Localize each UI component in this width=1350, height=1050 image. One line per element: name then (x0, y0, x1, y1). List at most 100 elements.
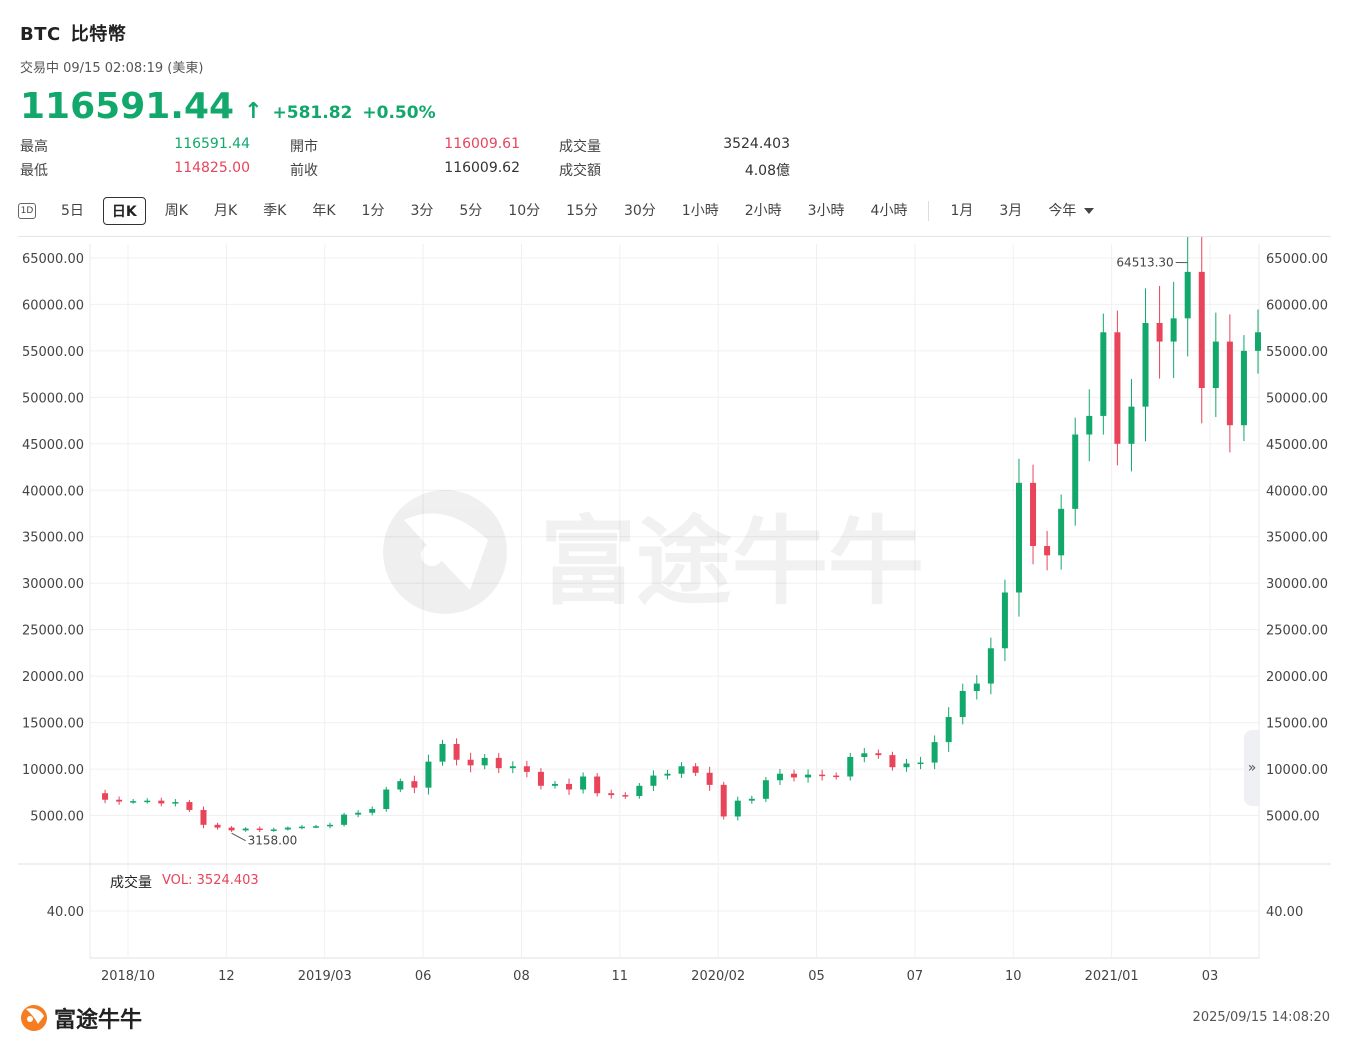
tab-monthly-k[interactable]: 月K (213, 203, 238, 219)
tab-3min[interactable]: 3分 (410, 203, 434, 219)
candle-body (284, 827, 291, 830)
x-tick-label: 2020/02 (691, 969, 745, 984)
vol-tick-left: 40.00 (47, 905, 84, 920)
vol-tick-right: 40.00 (1266, 905, 1303, 920)
candle-body (664, 773, 671, 776)
y-tick-label-left: 35000.00 (22, 531, 84, 546)
candle-body (116, 799, 123, 802)
candle-body (1156, 322, 1163, 342)
candle-body (1086, 415, 1093, 435)
tab-1min[interactable]: 1分 (361, 203, 385, 219)
candle-body (312, 826, 319, 828)
y-tick-label-right: 35000.00 (1266, 531, 1328, 546)
footer-timestamp: 2025/09/15 14:08:20 (1192, 1010, 1330, 1025)
candle-body (861, 753, 868, 757)
header-divider (18, 236, 1331, 237)
candle-body (369, 809, 376, 813)
candle-body (622, 795, 629, 797)
candle-body (805, 774, 812, 778)
y-tick-label-right: 5000.00 (1266, 810, 1320, 825)
y-tick-label-left: 60000.00 (22, 298, 84, 313)
tab-1month[interactable]: 1月 (950, 203, 974, 219)
intraday-icon[interactable]: 1D (18, 203, 36, 219)
candle-body (242, 828, 249, 831)
turnover-value: 4.08億 (744, 163, 790, 179)
tab-15min[interactable]: 15分 (566, 203, 598, 219)
y-tick-label-left: 40000.00 (22, 484, 84, 499)
x-axis: 2018/10 12 2019/03 06 08 11 2020/02 05 07 10 2021/… (101, 969, 1218, 984)
candle-body (298, 826, 305, 829)
y-tick-label-right: 20000.00 (1266, 670, 1328, 685)
candle-body (678, 766, 685, 774)
tab-ytd-label: 今年 (1048, 203, 1077, 219)
candle-body (481, 757, 488, 766)
x-tick-label: 05 (808, 969, 825, 984)
candle-body (144, 800, 151, 803)
tab-3month[interactable]: 3月 (999, 203, 1023, 219)
candle-body (537, 771, 544, 786)
tab-2hour[interactable]: 2小時 (744, 203, 782, 219)
tab-quarterly-k[interactable]: 季K (263, 203, 287, 219)
tab-3hour[interactable]: 3小時 (807, 203, 845, 219)
y-tick-label-left: 5000.00 (30, 810, 84, 825)
high-label: 最高 (20, 139, 48, 155)
tab-divider (928, 201, 930, 221)
open-value: 116009.61 (444, 136, 520, 152)
tab-10min[interactable]: 10分 (508, 203, 541, 219)
candle-body (594, 776, 601, 794)
candle-body (903, 763, 910, 768)
candle-body (158, 800, 165, 804)
y-tick-label-left: 20000.00 (22, 670, 84, 685)
expand-panel-button[interactable]: » (1244, 730, 1260, 806)
y-tick-label-right: 40000.00 (1266, 484, 1328, 499)
candle-body (706, 772, 713, 785)
instrument-name: 比特幣 (70, 24, 127, 45)
tab-30min[interactable]: 30分 (623, 203, 656, 219)
brand-logo: 富途牛牛 (20, 1002, 142, 1034)
tab-1hour[interactable]: 1小時 (681, 203, 719, 219)
price-change-pct: +0.50% (362, 103, 436, 123)
candle-body (1030, 482, 1037, 547)
x-tick-label: 11 (612, 969, 629, 984)
candle-body (847, 756, 854, 777)
turnover-label: 成交額 (559, 163, 601, 179)
tab-ytd[interactable]: 今年 (1035, 197, 1107, 225)
price-chart[interactable]: 富途牛牛 65000.00 60000.00 55000.00 50000.00 450… (0, 237, 1350, 987)
tab-5d[interactable]: 5日 (61, 203, 84, 219)
candle-body (130, 801, 137, 803)
volume-value: 3524.403 (723, 136, 790, 152)
candle-body (692, 766, 699, 773)
low-annotation: 3158.00 (248, 834, 298, 848)
brand-name: 富途牛牛 (54, 1008, 143, 1033)
candle-body (776, 773, 783, 781)
tab-5min[interactable]: 5分 (459, 203, 483, 219)
candle-body (720, 784, 727, 817)
tab-weekly-k[interactable]: 周K (164, 203, 188, 219)
candle-body (327, 824, 334, 827)
candle-body (748, 798, 755, 801)
candle-body (1058, 508, 1065, 556)
tab-yearly-k[interactable]: 年K (312, 203, 336, 219)
candle-body (889, 755, 896, 768)
prev-close-label: 前收 (290, 163, 318, 179)
y-tick-label-left: 50000.00 (22, 391, 84, 406)
y-axis-left: 65000.00 60000.00 55000.00 50000.00 45000.00… (22, 252, 84, 920)
x-tick-label: 07 (907, 969, 924, 984)
tab-daily-k[interactable]: 日K (102, 197, 146, 225)
up-arrow-icon: ↑ (244, 99, 263, 124)
candle-body (566, 783, 573, 790)
price-change: +581.82 (272, 103, 353, 123)
candle-body (791, 773, 798, 778)
tab-4hour[interactable]: 4小時 (870, 203, 908, 219)
candle-body (1226, 341, 1233, 426)
candle-body (1015, 482, 1022, 593)
y-tick-label-right: 55000.00 (1266, 345, 1328, 360)
period-tabs: 1D 5日 日K 周K 月K 季K 年K 1分 3分 5分 10分 15分 30… (18, 196, 1107, 226)
open-label: 開市 (290, 139, 318, 155)
candle-body (1240, 350, 1247, 426)
candle-body (819, 774, 826, 777)
chevron-down-icon (1084, 208, 1095, 214)
candle-body (102, 793, 109, 800)
candle-body (1170, 318, 1177, 342)
watermark-logo (383, 490, 507, 614)
